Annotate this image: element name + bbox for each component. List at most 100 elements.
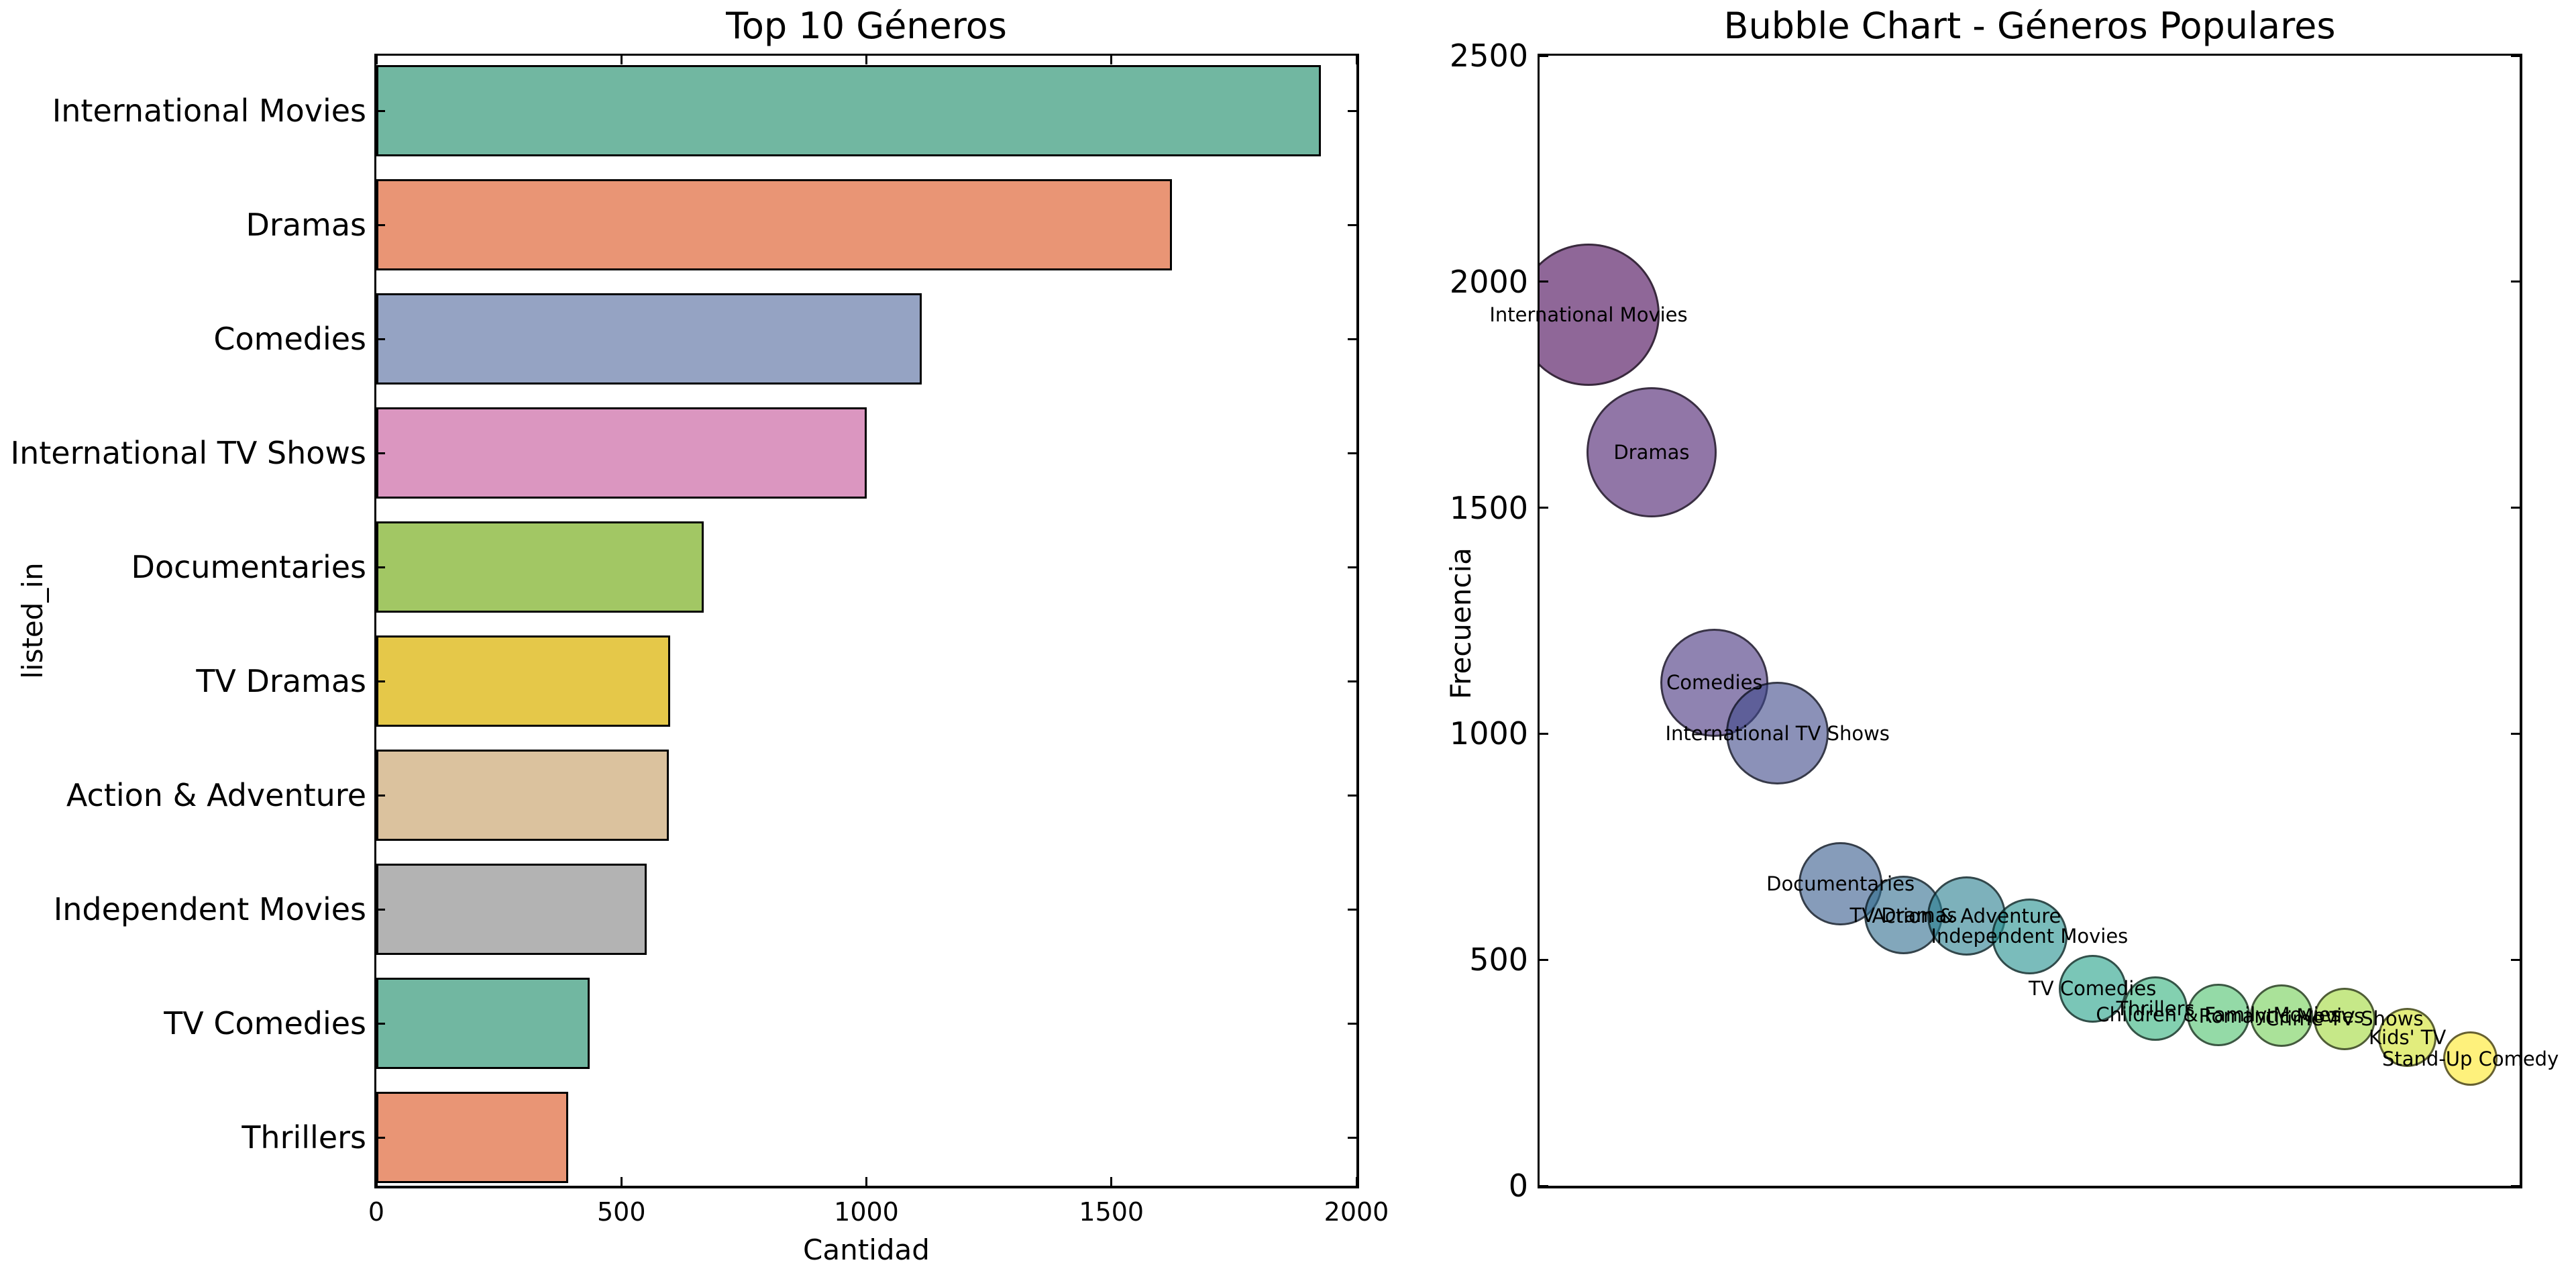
y-tick-mark: [1540, 507, 1548, 509]
y-tick-mark: [376, 680, 385, 682]
category-label: International TV Shows: [10, 435, 366, 471]
bar-y-axis-label: listed_in: [16, 562, 49, 679]
plot-spine-left: [374, 53, 376, 1188]
y-tick-mark: [1540, 732, 1548, 735]
y-tick-mark: [1348, 452, 1356, 454]
bubble: [2058, 954, 2127, 1023]
y-tick-mark: [1348, 223, 1356, 226]
x-tick-label: 2000: [1324, 1197, 1389, 1227]
y-tick-mark: [2511, 732, 2520, 735]
x-tick-label: 1000: [834, 1197, 899, 1227]
category-label: Comedies: [213, 321, 366, 357]
y-tick-mark: [1348, 109, 1356, 112]
bubble: [2187, 983, 2250, 1047]
y-tick-mark: [1348, 338, 1356, 340]
y-tick-mark: [376, 794, 385, 797]
plot-spine-right: [2520, 53, 2522, 1188]
bubble-label: Kids' TV: [2369, 1026, 2447, 1050]
bubble-label: Crime TV Shows: [2265, 1007, 2424, 1031]
bubble: [1540, 244, 1660, 386]
bar-chart-title: Top 10 Géneros: [726, 5, 1007, 47]
bubble-chart-title: Bubble Chart - Géneros Populares: [1723, 5, 2336, 47]
bubble: [2123, 976, 2188, 1041]
bar: [376, 978, 590, 1069]
bar: [376, 179, 1172, 270]
bar: [376, 864, 647, 955]
y-tick-mark: [1540, 958, 1548, 961]
x-tick-label: 500: [596, 1197, 646, 1227]
bar: [376, 293, 922, 385]
y-tick-mark: [1540, 280, 1548, 283]
bubble-chart: Bubble Chart - Géneros Populares Frecuen…: [1442, 0, 2576, 1277]
y-tick-mark: [376, 566, 385, 568]
x-tick-mark: [620, 1177, 623, 1186]
y-tick-label: 1500: [1449, 489, 1528, 526]
bubble: [2250, 984, 2313, 1048]
category-label: Action & Adventure: [66, 777, 366, 813]
y-tick-mark: [1348, 680, 1356, 682]
bubble: [2443, 1031, 2498, 1086]
bar: [376, 1092, 568, 1183]
x-tick-mark: [375, 56, 378, 64]
plot-spine-right: [1356, 53, 1359, 1188]
y-tick-mark: [376, 109, 385, 112]
bubble-label: Children & Family Movies: [2096, 1003, 2341, 1027]
category-label: Documentaries: [131, 549, 366, 585]
bubble-plot-area: [1540, 56, 2520, 1186]
y-tick-label: 2500: [1449, 38, 1528, 74]
y-tick-mark: [2511, 507, 2520, 509]
bubble-label: Dramas: [1613, 440, 1690, 464]
bubble-label: Romantic Movies: [2198, 1004, 2365, 1027]
x-tick-label: 1500: [1079, 1197, 1144, 1227]
x-tick-mark: [620, 56, 623, 64]
plot-spine-left: [1537, 53, 1540, 1188]
y-tick-mark: [376, 1022, 385, 1025]
x-tick-mark: [865, 1177, 867, 1186]
bubble-label: Action & Adventure: [1872, 904, 2061, 927]
category-label: Independent Movies: [53, 891, 366, 927]
x-tick-mark: [1110, 56, 1113, 64]
x-tick-label: 0: [368, 1197, 385, 1227]
bar-chart: Top 10 Géneros listed_in Cantidad Intern…: [10, 5, 1389, 1266]
plot-spine-bottom: [374, 1186, 1359, 1188]
bubble-label: Independent Movies: [1931, 925, 2129, 948]
bubble: [1586, 387, 1717, 517]
plot-spine-top: [374, 53, 1359, 56]
y-tick-mark: [1348, 1136, 1356, 1139]
category-label: TV Dramas: [196, 663, 366, 699]
category-label: Dramas: [246, 207, 367, 243]
y-tick-mark: [376, 223, 385, 226]
bubble: [2378, 1008, 2437, 1067]
bubble-label: International TV Shows: [1665, 721, 1890, 745]
bubble-label: Documentaries: [1766, 872, 1915, 896]
y-tick-label: 1000: [1449, 715, 1528, 752]
bubble-label: International Movies: [1489, 303, 1688, 326]
bubble: [2313, 988, 2376, 1050]
plot-spine-top: [1537, 53, 2522, 56]
x-tick-mark: [865, 56, 867, 64]
bubble-label: Stand-Up Comedy: [2381, 1047, 2559, 1070]
bar: [376, 521, 704, 613]
y-tick-mark: [1540, 54, 1548, 57]
y-tick-mark: [1348, 794, 1356, 797]
bar: [376, 65, 1321, 156]
bar: [376, 407, 867, 499]
bubble: [1991, 898, 2068, 974]
y-tick-label: 2000: [1449, 263, 1528, 300]
y-tick-mark: [1348, 566, 1356, 568]
bubble-label: Thrillers: [2116, 997, 2195, 1020]
bubble: [1726, 682, 1829, 784]
y-tick-mark: [376, 1136, 385, 1139]
plot-spine-bottom: [1537, 1186, 2522, 1188]
bubble-label: Comedies: [1666, 671, 1763, 695]
category-label: TV Comedies: [164, 1005, 366, 1041]
x-tick-mark: [1110, 1177, 1113, 1186]
x-tick-mark: [375, 1177, 378, 1186]
y-tick-mark: [1348, 908, 1356, 911]
y-tick-mark: [2511, 280, 2520, 283]
y-tick-mark: [1348, 1022, 1356, 1025]
category-label: International Movies: [52, 93, 366, 129]
y-tick-mark: [1540, 1184, 1548, 1187]
bar-x-axis-label: Cantidad: [803, 1233, 930, 1266]
